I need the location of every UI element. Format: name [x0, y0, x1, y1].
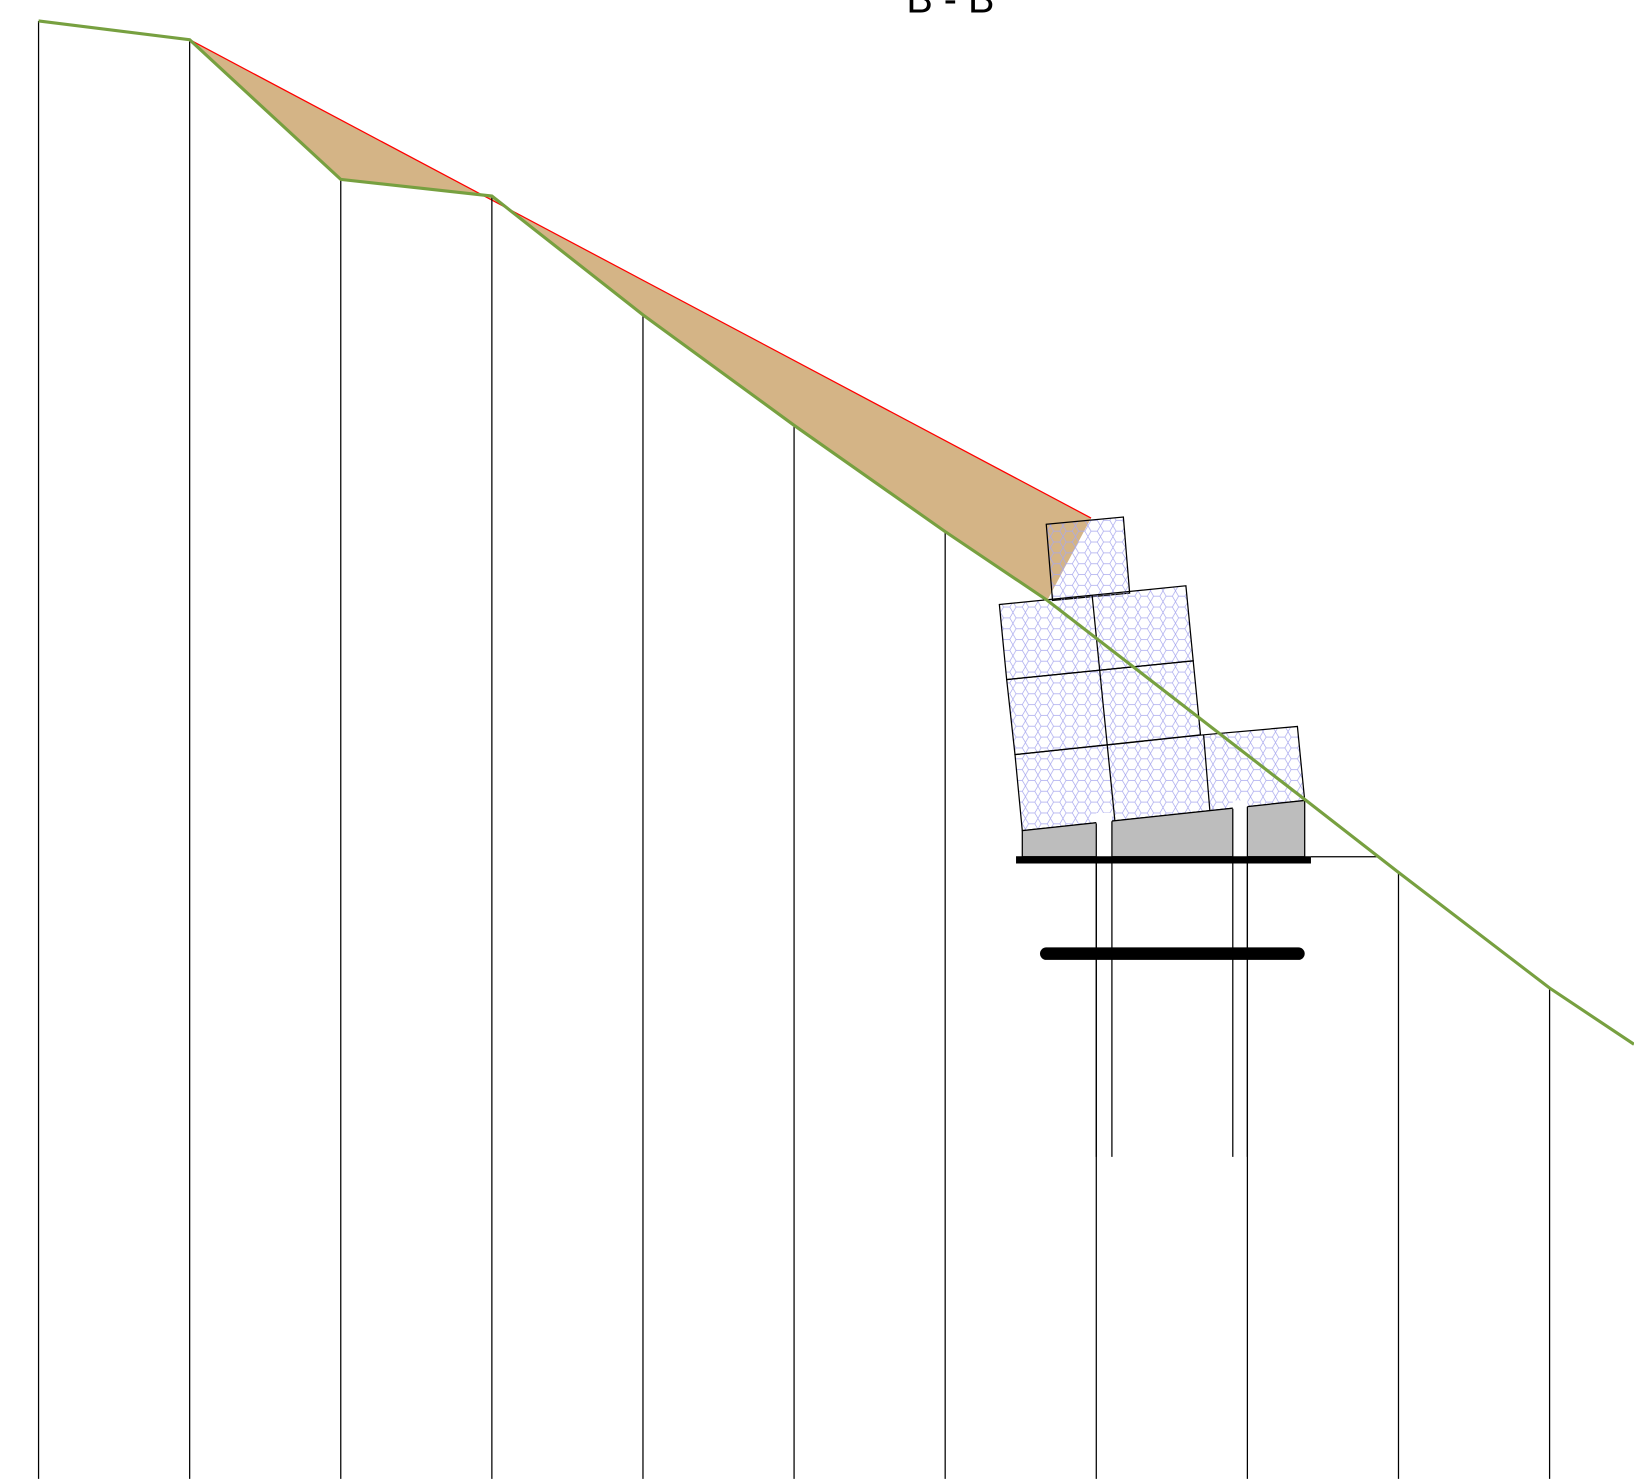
fill-area	[189, 39, 1092, 601]
section-title: B - B	[906, 0, 994, 22]
gabion-wall	[998, 516, 1378, 1157]
ground-line	[38, 19, 1634, 1046]
station-lines	[37, 20, 1551, 1479]
